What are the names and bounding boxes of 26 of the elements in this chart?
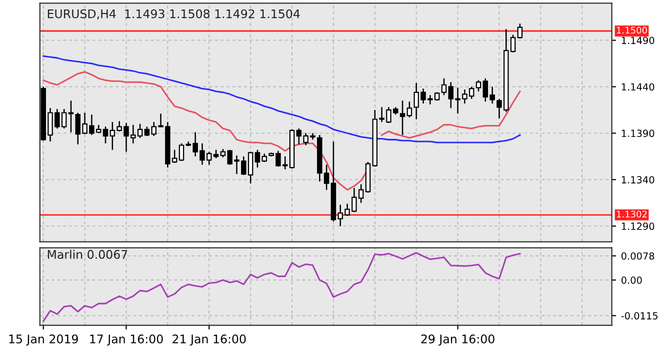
x-tick-label: 21 Jan 16:00 bbox=[172, 334, 246, 346]
y-tick-label: 1.1490 bbox=[622, 36, 654, 44]
x-tick-label: 29 Jan 16:00 bbox=[421, 334, 494, 346]
line-series bbox=[42, 55, 521, 144]
y-tick-label: 1.1390 bbox=[622, 130, 654, 138]
candlestick bbox=[178, 142, 184, 162]
ref-line-label: 1.1500 bbox=[616, 26, 647, 34]
y-tick-label: 1.1340 bbox=[622, 176, 654, 184]
chart-title: Marlin 0.0067 bbox=[48, 250, 128, 259]
y-tick-label: 0.0078 bbox=[621, 252, 654, 260]
candlestick bbox=[102, 126, 108, 144]
candlestick bbox=[254, 149, 260, 168]
candlestick bbox=[476, 80, 482, 92]
line-series bbox=[42, 252, 521, 322]
y-tick-label: 0.00 bbox=[621, 276, 642, 284]
y-tick-label: 1.1440 bbox=[622, 83, 654, 91]
x-tick-label: 17 Jan 16:00 bbox=[90, 334, 163, 346]
candlestick bbox=[400, 100, 406, 136]
candlestick bbox=[68, 100, 74, 133]
y-tick-label: 1.1290 bbox=[622, 222, 654, 230]
candlestick bbox=[406, 100, 412, 118]
y-tick-label: -0.0115 bbox=[621, 312, 658, 320]
x-tick-label: 15 Jan 2019 bbox=[9, 334, 78, 346]
chart-title: EURUSD,H4 1.1493 1.1508 1.1492 1.1504 bbox=[48, 9, 300, 20]
candlestick bbox=[517, 22, 523, 40]
ref-line-label: 1.1302 bbox=[616, 210, 647, 218]
